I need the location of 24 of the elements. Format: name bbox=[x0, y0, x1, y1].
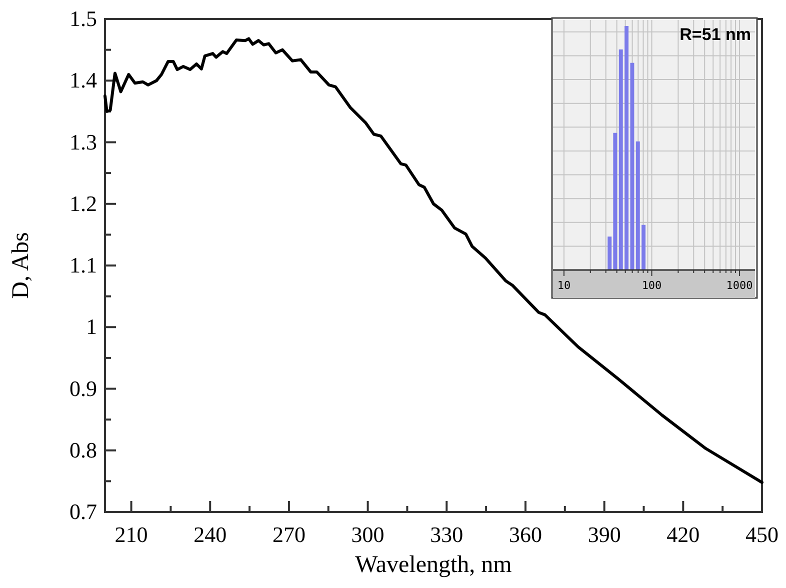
y-tick-label: 1.4 bbox=[70, 68, 97, 93]
x-tick-label: 360 bbox=[508, 522, 542, 547]
x-tick-label: 240 bbox=[194, 522, 227, 547]
x-tick-label: 270 bbox=[272, 522, 306, 547]
y-tick-label: 1.3 bbox=[70, 129, 97, 154]
x-tick-label: 210 bbox=[114, 522, 148, 547]
y-tick-label: 1 bbox=[86, 314, 97, 340]
y-tick-label: 1.1 bbox=[70, 252, 97, 278]
x-tick-label: 390 bbox=[588, 522, 621, 547]
y-tick-label: 0.9 bbox=[70, 376, 97, 401]
y-tick-label: 1.5 bbox=[70, 6, 97, 31]
x-tick-label: 330 bbox=[430, 522, 464, 547]
annotation: R=51 nm bbox=[680, 25, 751, 44]
y-tick-label: 0.7 bbox=[70, 499, 97, 524]
x-tick-label: 10 bbox=[557, 279, 571, 292]
y-tick-label: 1.2 bbox=[70, 190, 97, 216]
x-tick-label: 450 bbox=[746, 522, 778, 547]
y-axis-title: D, Abs bbox=[8, 232, 34, 299]
x-axis-title: Wavelength, nm bbox=[355, 552, 512, 578]
y-tick-label: 0.8 bbox=[70, 437, 97, 462]
x-tick-label: 300 bbox=[351, 522, 384, 547]
x-tick-label: 1000 bbox=[726, 279, 753, 292]
x-tick-label: 100 bbox=[642, 279, 662, 292]
x-tick-label: 420 bbox=[666, 522, 700, 547]
